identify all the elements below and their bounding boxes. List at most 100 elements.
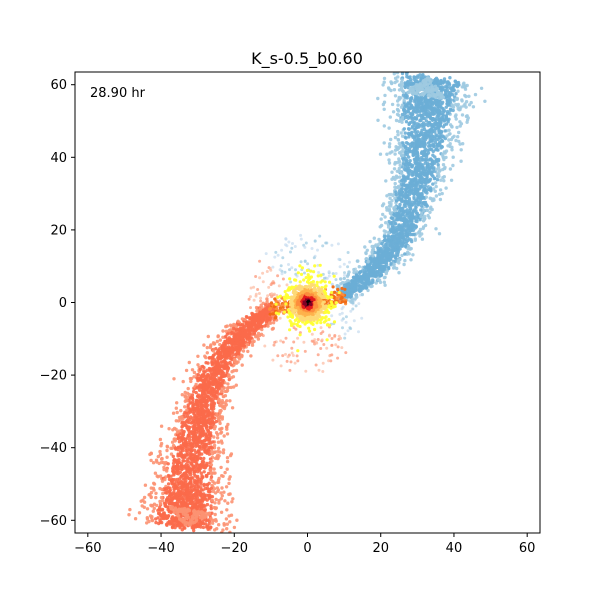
data-point [227, 481, 231, 486]
data-point [215, 389, 220, 393]
data-point [419, 101, 423, 106]
data-point [404, 110, 408, 115]
data-point [404, 187, 408, 191]
data-point [230, 500, 234, 504]
data-point [406, 90, 410, 95]
data-point [147, 493, 151, 497]
data-point [321, 244, 325, 248]
data-point [370, 284, 374, 288]
data-point [410, 200, 414, 204]
data-point [330, 243, 334, 247]
data-point [422, 172, 426, 177]
data-point [437, 167, 441, 171]
data-point [454, 97, 458, 101]
data-point [214, 497, 218, 502]
data-point [217, 501, 221, 505]
data-point [419, 118, 423, 123]
data-point [405, 72, 409, 76]
data-point [349, 300, 353, 304]
data-point [386, 225, 391, 229]
data-point [325, 276, 329, 280]
data-point [406, 75, 411, 80]
data-point [439, 132, 443, 136]
data-point [183, 410, 187, 414]
data-point [357, 302, 361, 306]
data-point [408, 181, 412, 185]
data-point [402, 98, 406, 102]
data-point [393, 152, 397, 156]
data-point [216, 440, 221, 444]
data-point [405, 175, 409, 179]
data-point [403, 221, 407, 225]
data-point [415, 219, 419, 224]
data-point [255, 309, 259, 313]
data-point [214, 347, 218, 351]
data-point [442, 77, 447, 81]
data-point [219, 491, 223, 495]
data-point [387, 207, 392, 211]
data-point [227, 514, 231, 518]
data-point [197, 451, 202, 456]
data-point [225, 432, 230, 436]
data-point [438, 120, 442, 124]
data-point [418, 82, 423, 86]
data-point [274, 250, 278, 254]
data-point [356, 259, 360, 263]
data-point [411, 119, 415, 124]
data-point [352, 319, 356, 323]
data-point [223, 499, 227, 503]
data-point [395, 175, 399, 180]
data-point [257, 292, 261, 295]
data-point [372, 236, 376, 240]
data-point [400, 103, 404, 107]
data-point [436, 93, 440, 97]
data-point [459, 122, 464, 126]
data-point [413, 200, 417, 204]
data-point [154, 495, 158, 500]
data-point [222, 386, 226, 390]
data-point [240, 363, 244, 367]
data-point [222, 394, 226, 398]
data-point [414, 184, 419, 188]
data-point [417, 231, 421, 235]
points-layer [127, 72, 487, 533]
data-point [435, 134, 439, 138]
data-point [437, 172, 441, 176]
data-point [225, 388, 230, 393]
data-point [463, 87, 468, 91]
data-point [225, 508, 229, 512]
data-point [279, 339, 283, 343]
data-point [289, 280, 293, 284]
data-point [396, 248, 401, 253]
data-point [378, 152, 383, 156]
data-point [410, 214, 414, 218]
data-point [394, 209, 398, 213]
data-point [172, 377, 176, 381]
data-point [425, 191, 429, 195]
data-point [459, 105, 463, 109]
data-point [345, 285, 350, 289]
data-point [221, 404, 225, 408]
data-point [323, 276, 326, 280]
data-point [336, 345, 340, 349]
data-point [421, 177, 425, 181]
data-point [443, 118, 447, 122]
data-point [265, 300, 269, 304]
data-point [366, 281, 370, 285]
data-point [202, 343, 206, 347]
data-point [346, 265, 350, 269]
data-point [407, 204, 411, 209]
data-point [159, 495, 164, 500]
data-point [381, 102, 386, 107]
data-point [400, 171, 404, 176]
data-point [387, 200, 392, 205]
data-point [442, 175, 446, 179]
data-point [438, 79, 443, 83]
data-point [397, 271, 401, 275]
data-point [277, 284, 281, 288]
data-point [427, 133, 431, 138]
data-point [261, 280, 265, 284]
data-point [387, 258, 392, 263]
data-point [418, 85, 422, 90]
data-point [179, 451, 183, 455]
